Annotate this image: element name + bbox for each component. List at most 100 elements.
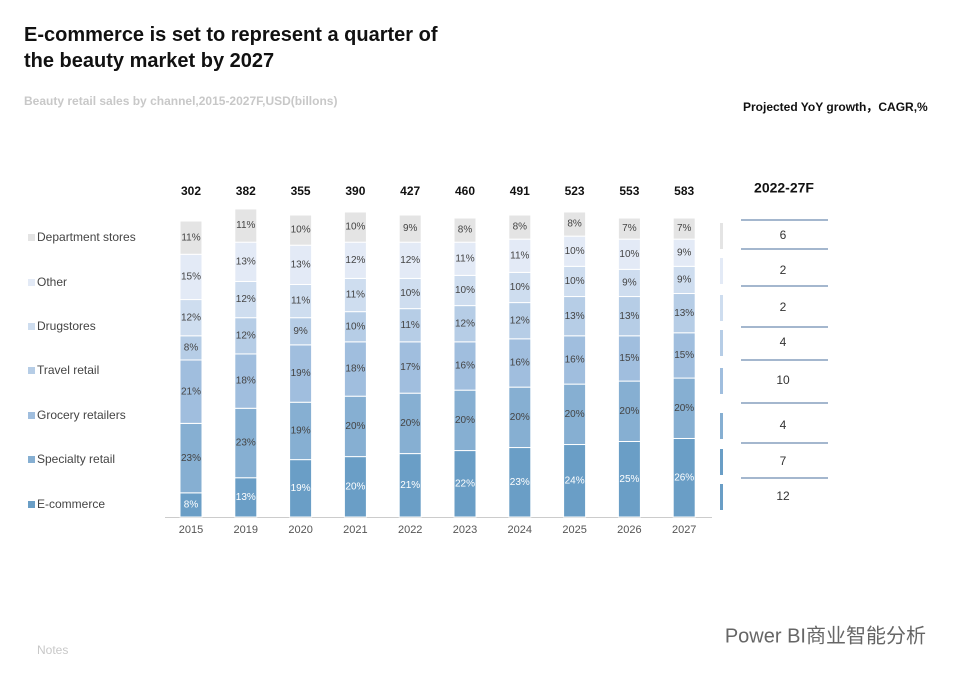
- cagr-bar: [720, 413, 723, 439]
- x-tick-label: 2015: [179, 524, 203, 536]
- total-label: 382: [236, 184, 256, 198]
- cagr-bar: [720, 258, 723, 284]
- x-tick-label: 2025: [562, 524, 586, 536]
- value-label: 8%: [184, 500, 199, 511]
- value-label: 19%: [291, 368, 311, 379]
- value-label: 15%: [674, 350, 694, 361]
- total-label: 355: [291, 184, 311, 198]
- value-label: 12%: [345, 255, 365, 266]
- value-label: 10%: [345, 222, 365, 233]
- value-label: 13%: [291, 259, 311, 270]
- cagr-bar: [720, 449, 723, 475]
- value-label: 9%: [293, 326, 308, 337]
- legend-label: E-commerce: [37, 497, 105, 511]
- value-label: 23%: [181, 453, 201, 464]
- value-label: 10%: [291, 225, 311, 236]
- total-label: 523: [565, 184, 585, 198]
- value-label: 12%: [510, 315, 530, 326]
- bar-segment: [617, 217, 641, 240]
- value-label: 7%: [622, 223, 637, 234]
- value-label: 10%: [565, 246, 585, 257]
- value-label: 17%: [400, 362, 420, 373]
- legend-label: Other: [37, 275, 67, 289]
- value-label: 19%: [291, 483, 311, 494]
- value-label: 15%: [619, 353, 639, 364]
- bar-segment: [508, 214, 532, 240]
- cagr-value: 2: [780, 263, 787, 277]
- value-label: 12%: [181, 312, 201, 323]
- x-tick-label: 2024: [508, 524, 532, 536]
- value-label: 10%: [455, 285, 475, 296]
- total-label: 553: [619, 184, 639, 198]
- bar-segment: [398, 214, 422, 243]
- value-label: 23%: [236, 438, 256, 449]
- cagr-value: 7: [780, 454, 787, 468]
- value-label: 11%: [510, 250, 529, 261]
- total-label: 460: [455, 184, 475, 198]
- legend-swatch: [28, 412, 35, 419]
- value-label: 11%: [346, 290, 365, 301]
- cagr-bar: [720, 223, 723, 249]
- cagr-value: 4: [780, 335, 787, 349]
- bar-segment: [672, 217, 696, 240]
- value-label: 16%: [510, 358, 530, 369]
- value-label: 12%: [236, 330, 256, 341]
- value-label: 15%: [181, 272, 201, 283]
- value-label: 13%: [565, 311, 585, 322]
- value-label: 8%: [513, 222, 528, 233]
- cagr-value: 10: [776, 373, 790, 387]
- legend-label: Specialty retail: [37, 452, 115, 466]
- bar-segment: [563, 211, 587, 237]
- watermark: Power BI商业智能分析: [725, 624, 926, 647]
- value-label: 13%: [236, 492, 256, 503]
- value-label: 9%: [677, 247, 692, 258]
- value-label: 12%: [455, 318, 475, 329]
- value-label: 7%: [677, 223, 692, 234]
- value-label: 10%: [400, 288, 420, 299]
- value-label: 10%: [510, 282, 530, 293]
- value-label: 12%: [400, 255, 420, 266]
- cagr-value: 6: [780, 228, 787, 242]
- legend-swatch: [28, 323, 35, 330]
- value-label: 13%: [236, 256, 256, 267]
- value-label: 20%: [345, 421, 365, 432]
- value-label: 8%: [567, 219, 582, 230]
- title-line: E-commerce is set to represent a quarter…: [24, 24, 438, 46]
- bar-segment: [179, 220, 203, 255]
- value-label: 20%: [455, 415, 475, 426]
- cagr-header: 2022-27F: [754, 180, 814, 196]
- x-tick-label: 2021: [343, 524, 367, 536]
- value-label: 21%: [181, 386, 201, 397]
- value-label: 22%: [455, 478, 475, 489]
- cagr-value: 12: [776, 489, 790, 503]
- bar-segment: [234, 208, 258, 243]
- legend-label: Drugstores: [37, 319, 96, 333]
- legend-label: Department stores: [37, 230, 136, 244]
- value-label: 11%: [455, 253, 474, 264]
- value-label: 21%: [400, 480, 420, 491]
- value-label: 10%: [345, 321, 365, 332]
- legend-swatch: [28, 456, 35, 463]
- value-label: 20%: [565, 409, 585, 420]
- value-label: 24%: [565, 475, 585, 486]
- title-line: the beauty market by 2027: [24, 50, 274, 72]
- bar-segment: [289, 214, 313, 246]
- value-label: 13%: [619, 311, 639, 322]
- value-label: 19%: [291, 426, 311, 437]
- value-label: 20%: [400, 418, 420, 429]
- value-label: 16%: [455, 361, 475, 372]
- x-tick-label: 2019: [234, 524, 258, 536]
- value-label: 20%: [674, 403, 694, 414]
- cagr-title: Projected YoY growth，CAGR,%: [743, 100, 928, 114]
- value-label: 10%: [619, 249, 639, 260]
- x-tick-label: 2026: [617, 524, 641, 536]
- legend-label: Travel retail: [37, 363, 99, 377]
- subtitle: Beauty retail sales by channel,2015-2027…: [24, 94, 337, 108]
- legend-swatch: [28, 367, 35, 374]
- legend-swatch: [28, 234, 35, 241]
- cagr-bar: [720, 368, 723, 394]
- x-tick-label: 2023: [453, 524, 477, 536]
- value-label: 11%: [236, 220, 255, 231]
- total-label: 583: [674, 184, 694, 198]
- cagr-bar: [720, 330, 723, 356]
